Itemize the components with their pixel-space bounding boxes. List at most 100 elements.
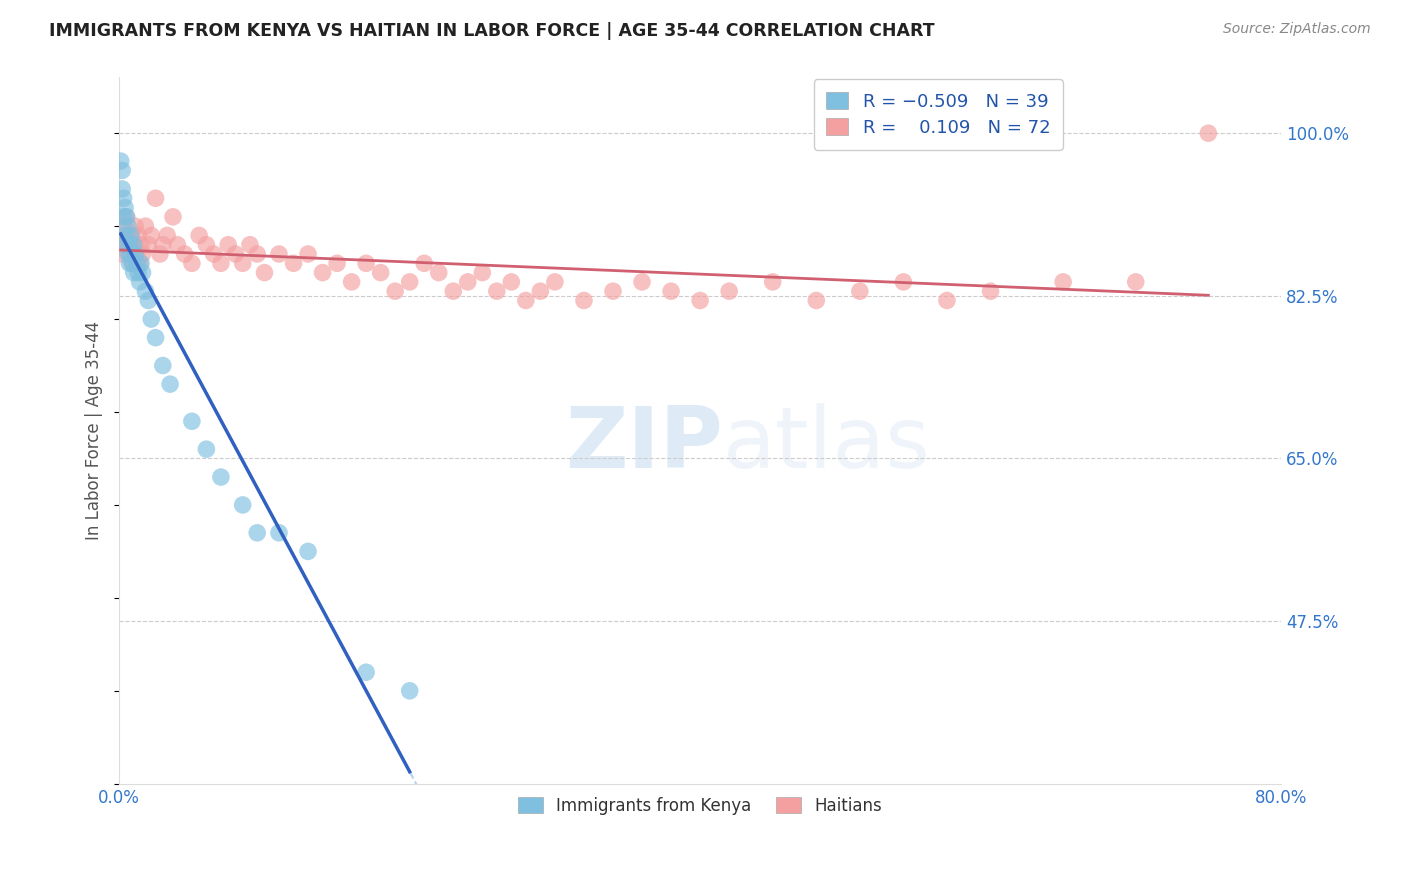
Point [120,247,142,261]
Text: IMMIGRANTS FROM KENYA VS HAITIAN IN LABOR FORCE | AGE 35-44 CORRELATION CHART: IMMIGRANTS FROM KENYA VS HAITIAN IN LABO… [49,22,935,40]
Point [413,256,436,270]
Point [131,247,153,261]
Point [398,683,420,698]
Point [217,237,239,252]
Point [125,256,148,270]
Point [110,237,132,252]
Point [141,228,163,243]
Point [111,163,134,178]
Point [141,312,163,326]
Point [156,228,179,243]
Point [806,293,828,308]
Point [111,182,134,196]
Point [209,470,232,484]
Point [149,247,172,261]
Point [253,266,276,280]
Point [224,247,246,261]
Point [120,228,142,243]
Point [127,266,149,280]
Y-axis label: In Labor Force | Age 35-44: In Labor Force | Age 35-44 [86,321,103,541]
Point [117,247,139,261]
Point [121,256,143,270]
Point [110,154,132,169]
Point [311,266,333,280]
Point [202,247,225,261]
Point [114,228,136,243]
Point [232,498,254,512]
Point [118,247,141,261]
Point [544,275,567,289]
Point [122,266,145,280]
Point [122,237,145,252]
Point [120,228,142,243]
Point [152,237,174,252]
Point [111,247,134,261]
Point [114,228,136,243]
Point [936,293,959,308]
Point [427,266,450,280]
Point [572,293,595,308]
Point [115,210,138,224]
Point [112,219,135,234]
Point [152,359,174,373]
Point [159,377,181,392]
Point [267,525,290,540]
Point [129,256,152,270]
Point [384,284,406,298]
Point [131,266,153,280]
Point [849,284,872,298]
Point [893,275,915,289]
Point [659,284,682,298]
Point [118,256,141,270]
Point [162,210,184,224]
Point [232,256,254,270]
Point [246,247,269,261]
Point [602,284,624,298]
Point [471,266,494,280]
Point [173,247,195,261]
Point [239,237,262,252]
Point [136,237,159,252]
Point [122,237,145,252]
Point [195,442,218,457]
Point [136,293,159,308]
Point [115,237,138,252]
Point [631,275,654,289]
Point [112,191,135,205]
Point [114,201,136,215]
Point [354,665,377,680]
Point [145,331,167,345]
Point [762,275,785,289]
Point [125,247,148,261]
Point [117,219,139,234]
Point [188,228,211,243]
Point [246,525,269,540]
Point [529,284,551,298]
Point [354,256,377,270]
Point [166,237,188,252]
Point [134,219,156,234]
Point [195,237,218,252]
Point [326,256,349,270]
Point [370,266,392,280]
Point [515,293,537,308]
Point [180,414,202,428]
Point [129,237,152,252]
Point [501,275,523,289]
Point [124,219,146,234]
Point [297,544,319,558]
Point [340,275,363,289]
Text: ZIP: ZIP [565,403,723,486]
Point [441,284,464,298]
Point [145,191,167,205]
Legend: Immigrants from Kenya, Haitians: Immigrants from Kenya, Haitians [508,787,893,825]
Point [180,256,202,270]
Text: atlas: atlas [723,403,931,486]
Point [124,247,146,261]
Point [209,256,232,270]
Point [121,256,143,270]
Point [115,210,138,224]
Point [1125,275,1147,289]
Point [689,293,711,308]
Point [267,247,290,261]
